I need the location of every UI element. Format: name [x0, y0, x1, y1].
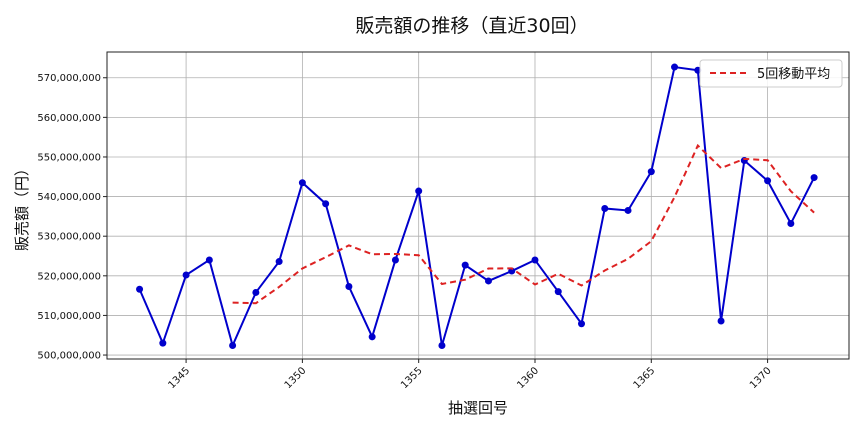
- data-point-marker: [252, 288, 260, 296]
- data-point-marker: [182, 271, 190, 279]
- data-point-marker: [368, 333, 376, 341]
- grid-lines: [107, 52, 849, 359]
- data-point-marker: [484, 277, 492, 285]
- x-tick-label: 1365: [632, 365, 658, 391]
- series-lines: [136, 63, 818, 350]
- x-axis-label: 抽選回号: [448, 399, 508, 417]
- data-point-marker: [717, 317, 725, 325]
- data-point-marker: [461, 261, 469, 269]
- data-point-marker: [554, 288, 562, 296]
- x-tick-label: 1360: [515, 365, 541, 391]
- data-point-marker: [159, 339, 167, 347]
- y-tick-label: 560,000,000: [37, 113, 101, 124]
- x-tick-label: 1345: [166, 365, 192, 391]
- y-tick-label: 550,000,000: [37, 152, 101, 163]
- y-tick-label: 510,000,000: [37, 311, 101, 322]
- plot-frame: [106, 51, 850, 360]
- y-tick-label: 500,000,000: [37, 351, 101, 362]
- x-tick-label: 1370: [748, 365, 774, 391]
- data-point-marker: [578, 320, 586, 328]
- x-tick-label: 1350: [283, 365, 309, 391]
- x-axis-ticks: 1345 1350 1355 1360 1365 1370: [166, 359, 774, 391]
- data-point-marker: [531, 256, 539, 264]
- chart-title: 販売額の推移（直近30回）: [355, 15, 588, 37]
- data-point-marker: [787, 220, 795, 228]
- data-point-marker: [601, 204, 609, 212]
- data-point-marker: [136, 285, 144, 293]
- data-point-marker: [298, 179, 306, 187]
- data-point-marker: [415, 187, 423, 195]
- y-tick-label: 540,000,000: [37, 192, 101, 203]
- y-tick-label: 570,000,000: [37, 73, 101, 84]
- data-point-marker: [275, 258, 283, 266]
- series-line: [232, 143, 815, 305]
- y-axis-label: 販売額（円）: [13, 161, 31, 251]
- data-point-marker: [322, 200, 330, 208]
- data-point-marker: [229, 342, 237, 350]
- series-line: [138, 65, 816, 349]
- data-point-marker: [205, 256, 213, 264]
- data-point-marker: [764, 177, 772, 185]
- data-point-marker: [810, 174, 818, 182]
- y-tick-label: 520,000,000: [37, 271, 101, 282]
- legend-box: [699, 59, 843, 88]
- data-point-marker: [624, 206, 632, 214]
- y-axis-ticks: 500,000,000 510,000,000 520,000,000 530,000…: [37, 73, 107, 362]
- data-point-marker: [438, 342, 446, 350]
- y-tick-label: 530,000,000: [37, 232, 101, 243]
- legend: 5回移動平均: [699, 59, 843, 88]
- data-point-marker: [671, 63, 679, 71]
- legend-label: 5回移動平均: [757, 67, 830, 82]
- data-point-marker: [345, 283, 353, 291]
- x-tick-label: 1355: [399, 365, 425, 391]
- data-point-marker: [391, 256, 399, 264]
- data-point-marker: [647, 168, 655, 176]
